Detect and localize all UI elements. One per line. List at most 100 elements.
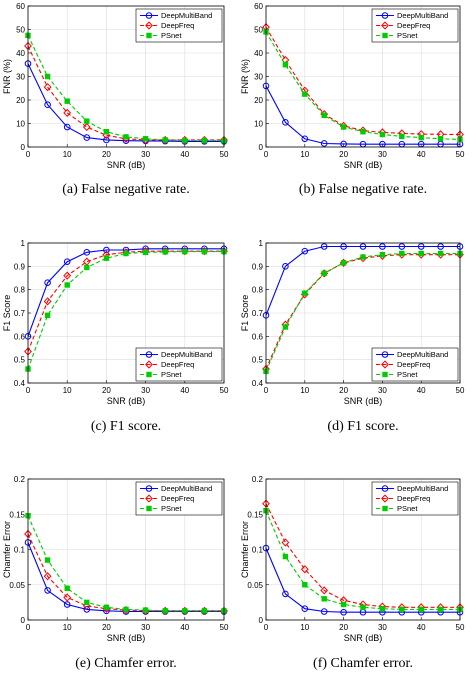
legend-marker [145,360,153,369]
legend-label: DeepMultiBand [161,484,212,493]
legend-label: PSnet [397,504,418,513]
legend-label: DeepFreq [397,360,430,369]
legend-label: DeepMultiBand [161,350,212,359]
data-point [437,243,444,250]
x-tick-label: 50 [220,150,229,159]
series-line [27,248,224,337]
data-point [142,136,149,142]
legend-label: DeepFreq [161,21,194,30]
x-tick-label: 30 [378,150,387,159]
y-tick-label: 0.9 [252,262,264,271]
data-point [398,243,406,250]
legend-label: DeepFreq [161,494,194,503]
data-point [63,593,72,602]
x-tick-label: 10 [63,623,72,632]
series-line [27,45,224,141]
y-tick-label: 20 [16,96,25,105]
y-tick-label: 40 [254,49,263,58]
series-deepfreq [24,247,228,356]
legend-marker [145,494,153,503]
data-point [83,134,91,141]
legend-label: PSnet [397,370,418,379]
series-deepfreq [262,499,464,612]
data-point [379,131,386,138]
x-tick-label: 50 [456,150,465,159]
data-point [360,604,366,611]
x-tick-label: 40 [180,386,189,395]
legend-label: DeepMultiBand [397,11,448,20]
y-axis-label: FNR (%) [240,59,250,94]
data-point [162,137,168,143]
x-tick-label: 40 [417,623,426,632]
data-point [84,599,90,606]
data-point [360,254,366,260]
x-tick-label: 30 [141,150,150,159]
legend-label: DeepFreq [397,21,430,30]
x-tick-label: 0 [26,623,31,632]
x-tick-label: 40 [180,623,189,632]
data-point [103,246,110,254]
x-tick-label: 50 [456,623,465,632]
legend-label: PSnet [161,504,182,513]
data-point [300,565,309,574]
x-tick-label: 0 [264,150,269,159]
data-point [418,134,424,141]
x-tick-label: 20 [102,623,111,632]
x-tick-label: 10 [300,386,309,395]
x-axis-label: SNR (dB) [107,160,146,170]
y-tick-label: 0.2 [14,475,26,484]
data-point [320,243,328,250]
x-tick-label: 30 [378,623,387,632]
y-tick-label: 0.4 [252,379,264,388]
y-tick-label: 0.1 [252,546,264,555]
series-psnet [25,512,227,614]
series-deepfreq [24,529,228,615]
series-deepmultiband [262,544,464,616]
chart-panel-b: 0 10 20 30 40 50 0 10 20 30 40 50 60 SNR (dB) FNR (%) D… [240,2,465,197]
data-point [44,73,51,80]
data-point [399,133,405,140]
data-point [282,62,289,68]
y-tick-label: 40 [16,49,25,58]
data-point [83,249,91,256]
data-point [399,606,405,613]
data-point [437,136,444,142]
series-deepmultiband [24,539,228,615]
y-tick-label: 0.7 [252,309,264,318]
data-point [44,557,51,563]
panel-caption: (b) False negative rate. [299,182,427,197]
y-tick-label: 0.2 [252,475,264,484]
data-point [182,608,188,614]
data-point [44,587,51,594]
y-tick-label: 0 [259,616,264,625]
data-point [282,590,289,598]
data-point [320,140,328,147]
y-tick-label: 0 [259,143,264,152]
series-line [27,35,225,142]
y-tick-label: 0.4 [14,379,26,388]
y-tick-label: 10 [254,120,263,129]
data-point [63,108,72,118]
data-point [437,606,444,613]
data-point [320,586,329,595]
series-line [27,251,224,370]
data-point [321,596,327,602]
legend-marker [146,371,152,378]
data-point [340,608,347,616]
y-tick-label: 60 [16,2,25,11]
plot-frame [27,242,225,384]
data-point [162,249,168,255]
y-axis-label: Chamfer Error [240,521,250,578]
data-point [379,606,386,612]
y-axis-label: F1 Score [240,295,250,332]
data-point [281,538,290,547]
data-point [201,608,208,614]
legend-marker [381,351,389,358]
x-tick-label: 20 [102,150,111,159]
series-line [27,533,224,612]
